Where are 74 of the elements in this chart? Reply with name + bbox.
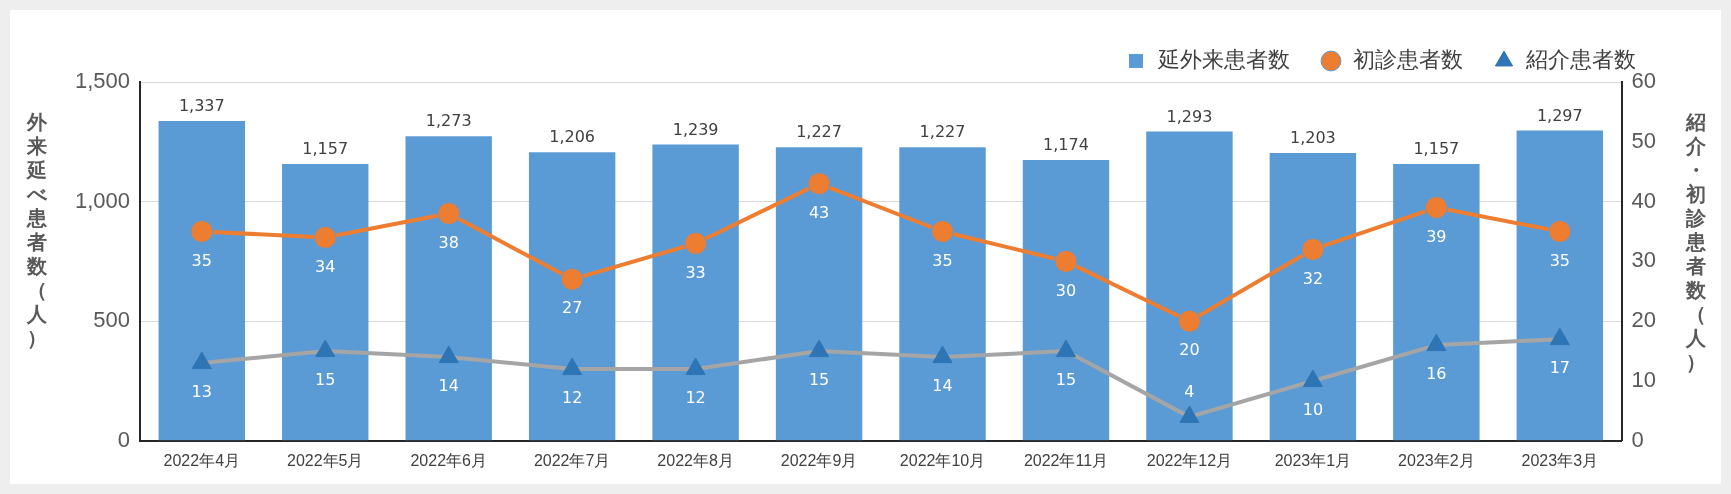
data-label: 1,337: [178, 96, 225, 116]
data-label: 27: [561, 298, 583, 318]
data-label: 12: [685, 388, 706, 408]
y2-tick-label: 10: [1631, 367, 1657, 393]
x-tick-label: 2022年5月: [286, 451, 364, 469]
x-tick-label: 2022年10月: [899, 451, 986, 469]
point: [1548, 220, 1572, 243]
point: [931, 220, 955, 243]
y2-tick-label: 30: [1631, 247, 1657, 273]
y-tick-label: 1,000: [74, 187, 131, 213]
point: [313, 225, 337, 249]
data-label: 1,174: [1043, 135, 1089, 155]
y-tick-label: 500: [93, 307, 131, 333]
x-tick-label: 2022年9月: [780, 451, 858, 469]
point: [1177, 309, 1201, 333]
data-label: 1,293: [1166, 106, 1213, 126]
x-tick-label: 2023年2月: [1398, 451, 1475, 469]
x-tick-label: 2022年12月: [1146, 451, 1233, 469]
y-tick-label: 0: [117, 426, 131, 452]
x-tick-label: 2022年11月: [1023, 451, 1109, 469]
x-tick-label: 2022年6月: [410, 451, 487, 469]
point: [437, 202, 461, 226]
data-label: 20: [1179, 340, 1200, 360]
point: [1301, 237, 1325, 261]
x-tick-label: 2022年4月: [163, 451, 241, 469]
y2-tick-label: 40: [1631, 187, 1657, 213]
data-label: 1,297: [1536, 105, 1583, 125]
x-tick-label: 2022年7月: [533, 451, 611, 469]
data-label: 14: [932, 376, 953, 396]
data-label: 1,206: [549, 127, 596, 147]
data-label: 1,157: [302, 139, 349, 159]
data-label: 15: [1055, 370, 1077, 390]
y2-tick-label: 0: [1631, 426, 1644, 452]
x-tick-label: 2023年1月: [1274, 451, 1352, 469]
data-label: 38: [438, 232, 459, 252]
data-label: 35: [191, 250, 212, 270]
point: [807, 172, 831, 196]
x-tick-label: 2023年3月: [1521, 451, 1599, 469]
data-label: 14: [438, 376, 459, 396]
text: 外来延べ患者数（人）: [27, 110, 47, 350]
data-label: 43: [808, 202, 830, 222]
y2-tick-label: 50: [1631, 127, 1657, 153]
legend-label: 初診患者数: [1353, 47, 1463, 73]
data-label: 35: [932, 250, 953, 270]
data-label: 1,157: [1413, 139, 1460, 159]
data-label: 1,203: [1289, 128, 1336, 148]
y-tick-label: 1,500: [74, 68, 131, 94]
text: 紹介・初診患者数（人）: [1686, 110, 1706, 374]
data-label: 33: [685, 262, 706, 282]
data-label: 17: [1549, 358, 1570, 378]
legend-label: 延外来患者数: [1157, 47, 1290, 73]
data-label: 1,239: [672, 119, 719, 139]
data-label: 35: [1549, 250, 1570, 270]
x-tick-label: 2022年8月: [657, 451, 734, 469]
data-label: 1,273: [425, 111, 472, 131]
y2-tick-label: 20: [1631, 307, 1657, 333]
point: [684, 231, 708, 255]
data-label: 13: [191, 382, 212, 402]
data-label: 4: [1184, 382, 1195, 402]
point: [560, 267, 584, 291]
data-label: 32: [1302, 268, 1324, 288]
data-label: 12: [561, 388, 583, 408]
data-label: 16: [1426, 364, 1447, 384]
point: [1424, 196, 1448, 220]
data-label: 10: [1302, 400, 1324, 420]
data-label: 30: [1055, 280, 1077, 300]
point: [190, 220, 214, 243]
data-label: 15: [808, 370, 830, 390]
data-label: 1,227: [796, 122, 842, 142]
data-label: 1,227: [919, 122, 966, 142]
data-label: 39: [1426, 226, 1447, 246]
data-label: 34: [315, 256, 336, 276]
data-label: 15: [315, 370, 336, 390]
point: [1054, 249, 1078, 273]
